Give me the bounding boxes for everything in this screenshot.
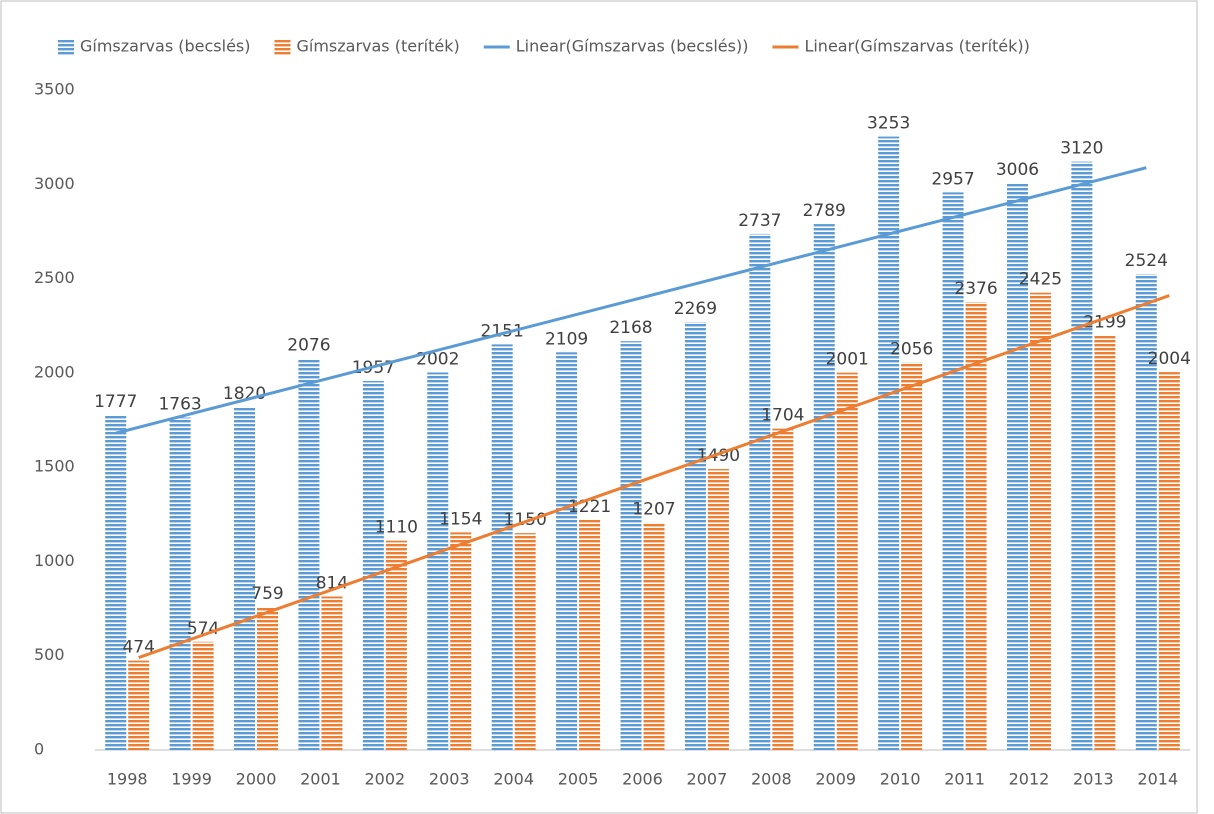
data-label: 2376 [954,279,997,299]
bar [427,372,449,750]
x-tick-label: 2000 [236,770,277,789]
data-label: 2425 [1019,270,1062,290]
bar [128,660,150,750]
bar [878,136,900,750]
x-tick-label: 2010 [880,770,921,789]
x-tick-label: 2001 [300,770,341,789]
bar [707,469,729,750]
data-label: 2168 [609,318,652,338]
data-label: 574 [187,619,219,639]
bar [620,341,642,750]
x-tick-label: 2014 [1137,770,1178,789]
legend-swatch [274,39,291,55]
legend-label: Gímszarvas (becslés) [80,37,250,56]
data-label: 1154 [439,509,482,529]
data-label: 2269 [674,299,717,319]
x-tick-label: 2006 [622,770,663,789]
legend-label: Gímszarvas (teríték) [296,37,459,56]
bar [556,352,578,750]
data-label: 1820 [223,384,266,404]
legend-swatch [58,39,74,55]
bar [1158,372,1180,750]
bar [491,344,513,750]
bar [1071,161,1093,750]
data-label: 2737 [738,211,781,231]
trendline [138,294,1170,660]
legend-label: Linear(Gímszarvas (becslés)) [516,37,749,56]
bar [192,641,214,750]
data-label: 3253 [867,114,910,134]
bar [321,596,343,750]
bar [772,428,794,750]
data-label: 814 [316,574,348,594]
bar [1006,183,1028,750]
x-tick-label: 2012 [1009,770,1050,789]
y-tick-label: 2000 [34,362,75,381]
data-label: 1110 [375,518,418,538]
bar [684,322,706,750]
y-tick-label: 1500 [34,457,75,476]
x-tick-label: 2002 [364,770,405,789]
legend-label: Linear(Gímszarvas (teríték)) [804,37,1029,56]
bar [105,414,127,750]
bar [901,362,923,750]
bar [385,540,407,750]
y-tick-label: 3500 [34,80,75,99]
x-tick-label: 2007 [687,770,728,789]
bar [450,532,472,750]
bar [836,372,858,750]
data-label: 1207 [632,499,675,519]
x-tick-label: 2009 [815,770,856,789]
bar [514,533,536,750]
y-tick-label: 2500 [34,268,75,287]
bar [362,380,384,750]
data-label: 2789 [803,201,846,221]
data-label: 2056 [890,339,933,359]
bar [257,606,279,750]
bar [1094,335,1116,750]
data-label: 2004 [1148,349,1191,369]
bar [298,358,320,750]
bar [813,224,835,750]
x-tick-label: 2005 [558,770,599,789]
data-label: 2199 [1083,312,1126,332]
bar [579,519,601,750]
bar [1135,274,1157,750]
trendline [115,166,1147,435]
x-tick-label: 1999 [171,770,212,789]
y-tick-label: 500 [34,645,65,664]
data-label: 1777 [94,392,137,412]
bar [942,192,964,750]
x-tick-label: 2004 [493,770,534,789]
data-label: 2002 [416,349,459,369]
x-tick-label: 1998 [107,770,148,789]
x-tick-label: 2011 [944,770,985,789]
data-label: 3120 [1060,139,1103,159]
x-tick-label: 2008 [751,770,792,789]
y-tick-label: 3000 [34,174,75,193]
bar [749,233,771,750]
x-tick-label: 2013 [1073,770,1114,789]
bar [234,406,256,750]
y-tick-label: 1000 [34,551,75,570]
bar [643,522,665,750]
bar [169,417,191,750]
bar [1029,292,1051,750]
y-tick-label: 0 [34,740,44,759]
data-label: 3006 [996,160,1039,180]
data-label: 2524 [1125,251,1168,271]
data-label: 2076 [287,336,330,356]
data-label: 2109 [545,329,588,349]
data-label: 1704 [761,406,804,426]
data-label: 759 [251,584,283,604]
data-label: 2957 [931,169,974,189]
data-label: 474 [122,638,154,658]
data-label: 2001 [826,350,869,370]
data-label: 1763 [158,395,201,415]
bar [965,301,987,750]
x-tick-label: 2003 [429,770,470,789]
